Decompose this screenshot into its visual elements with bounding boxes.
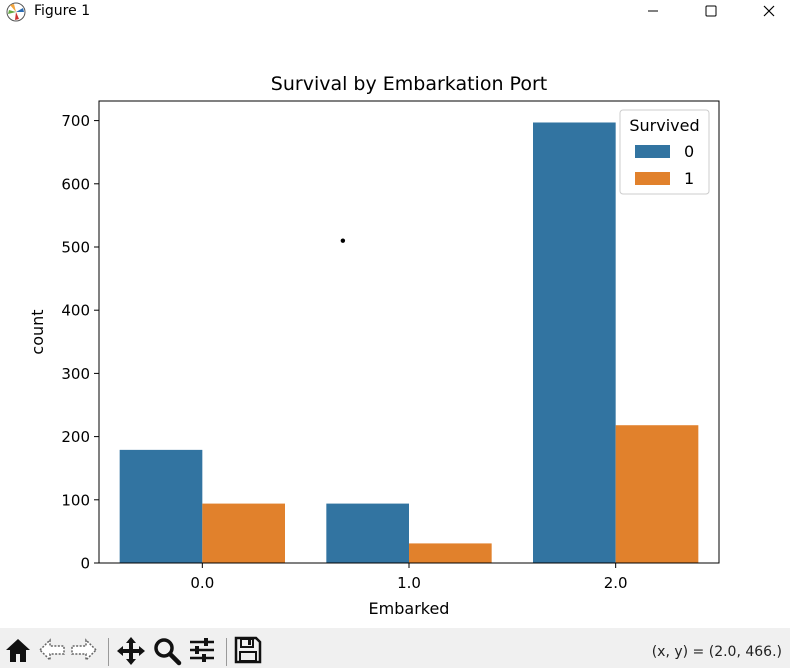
chart-title: Survival by Embarkation Port — [271, 73, 547, 95]
pan-button[interactable] — [116, 636, 148, 668]
x-axis-label: Embarked — [369, 599, 450, 618]
close-button[interactable] — [746, 0, 790, 24]
minimize-button[interactable] — [630, 0, 676, 24]
forward-button[interactable] — [70, 636, 102, 668]
legend-swatch-1 — [635, 172, 670, 185]
maximize-icon — [705, 5, 717, 17]
legend-swatch-0 — [635, 145, 670, 158]
home-icon — [6, 639, 30, 662]
legend-label-1: 1 — [684, 169, 694, 188]
legend-label-0: 0 — [684, 142, 694, 161]
y-tick-label: 200 — [61, 428, 90, 446]
y-tick-label: 100 — [61, 491, 90, 509]
configure-subplots-button[interactable] — [188, 636, 220, 668]
x-tick-label: 2.0 — [604, 574, 628, 592]
zoom-button[interactable] — [152, 636, 184, 668]
forward-arrow-icon — [71, 638, 98, 662]
y-tick-label: 500 — [61, 238, 90, 256]
y-tick-label: 0 — [80, 555, 90, 573]
window-titlebar: Figure 1 — [0, 0, 790, 24]
toolbar-separator — [108, 638, 109, 666]
home-button[interactable] — [4, 636, 36, 668]
bar-series0-2.0 — [533, 122, 616, 563]
window-title: Figure 1 — [34, 3, 91, 19]
toolbar-separator — [226, 638, 227, 666]
y-axis-label: count — [28, 309, 47, 354]
y-tick-label: 400 — [61, 302, 90, 320]
y-tick-label: 300 — [61, 365, 90, 383]
bar-series0-0.0 — [119, 449, 203, 563]
x-tick-label: 1.0 — [397, 574, 421, 592]
back-button[interactable] — [38, 636, 70, 668]
bar-series0-1.0 — [326, 503, 409, 563]
matplotlib-logo-icon — [6, 2, 26, 22]
y-tick-label: 600 — [61, 175, 90, 193]
bar-chart: Survival by Embarkation Port 0 100 200 300 40… — [28, 73, 720, 618]
save-floppy-icon — [234, 636, 262, 664]
figure-canvas[interactable]: Survival by Embarkation Port 0 100 200 300 40… — [0, 24, 790, 628]
cursor-coordinates: (x, y) = (2.0, 466.) — [651, 644, 782, 660]
legend-title: Survived — [629, 116, 699, 135]
configure-subplots-icon — [190, 638, 214, 662]
back-arrow-icon — [38, 638, 65, 662]
pan-move-icon — [117, 637, 145, 665]
zoom-magnifier-icon — [154, 638, 182, 666]
bar-series1-1.0 — [409, 543, 492, 563]
maximize-button[interactable] — [688, 0, 734, 24]
save-button[interactable] — [234, 636, 266, 668]
y-tick-label: 700 — [61, 112, 90, 130]
bar-series1-2.0 — [615, 425, 699, 563]
bar-series1-0.0 — [202, 503, 285, 563]
navigation-toolbar: (x, y) = (2.0, 466.) — [0, 628, 790, 668]
annotation-point — [340, 238, 346, 243]
minimize-icon — [648, 10, 658, 12]
x-tick-label: 0.0 — [190, 574, 214, 592]
close-icon — [763, 5, 775, 17]
